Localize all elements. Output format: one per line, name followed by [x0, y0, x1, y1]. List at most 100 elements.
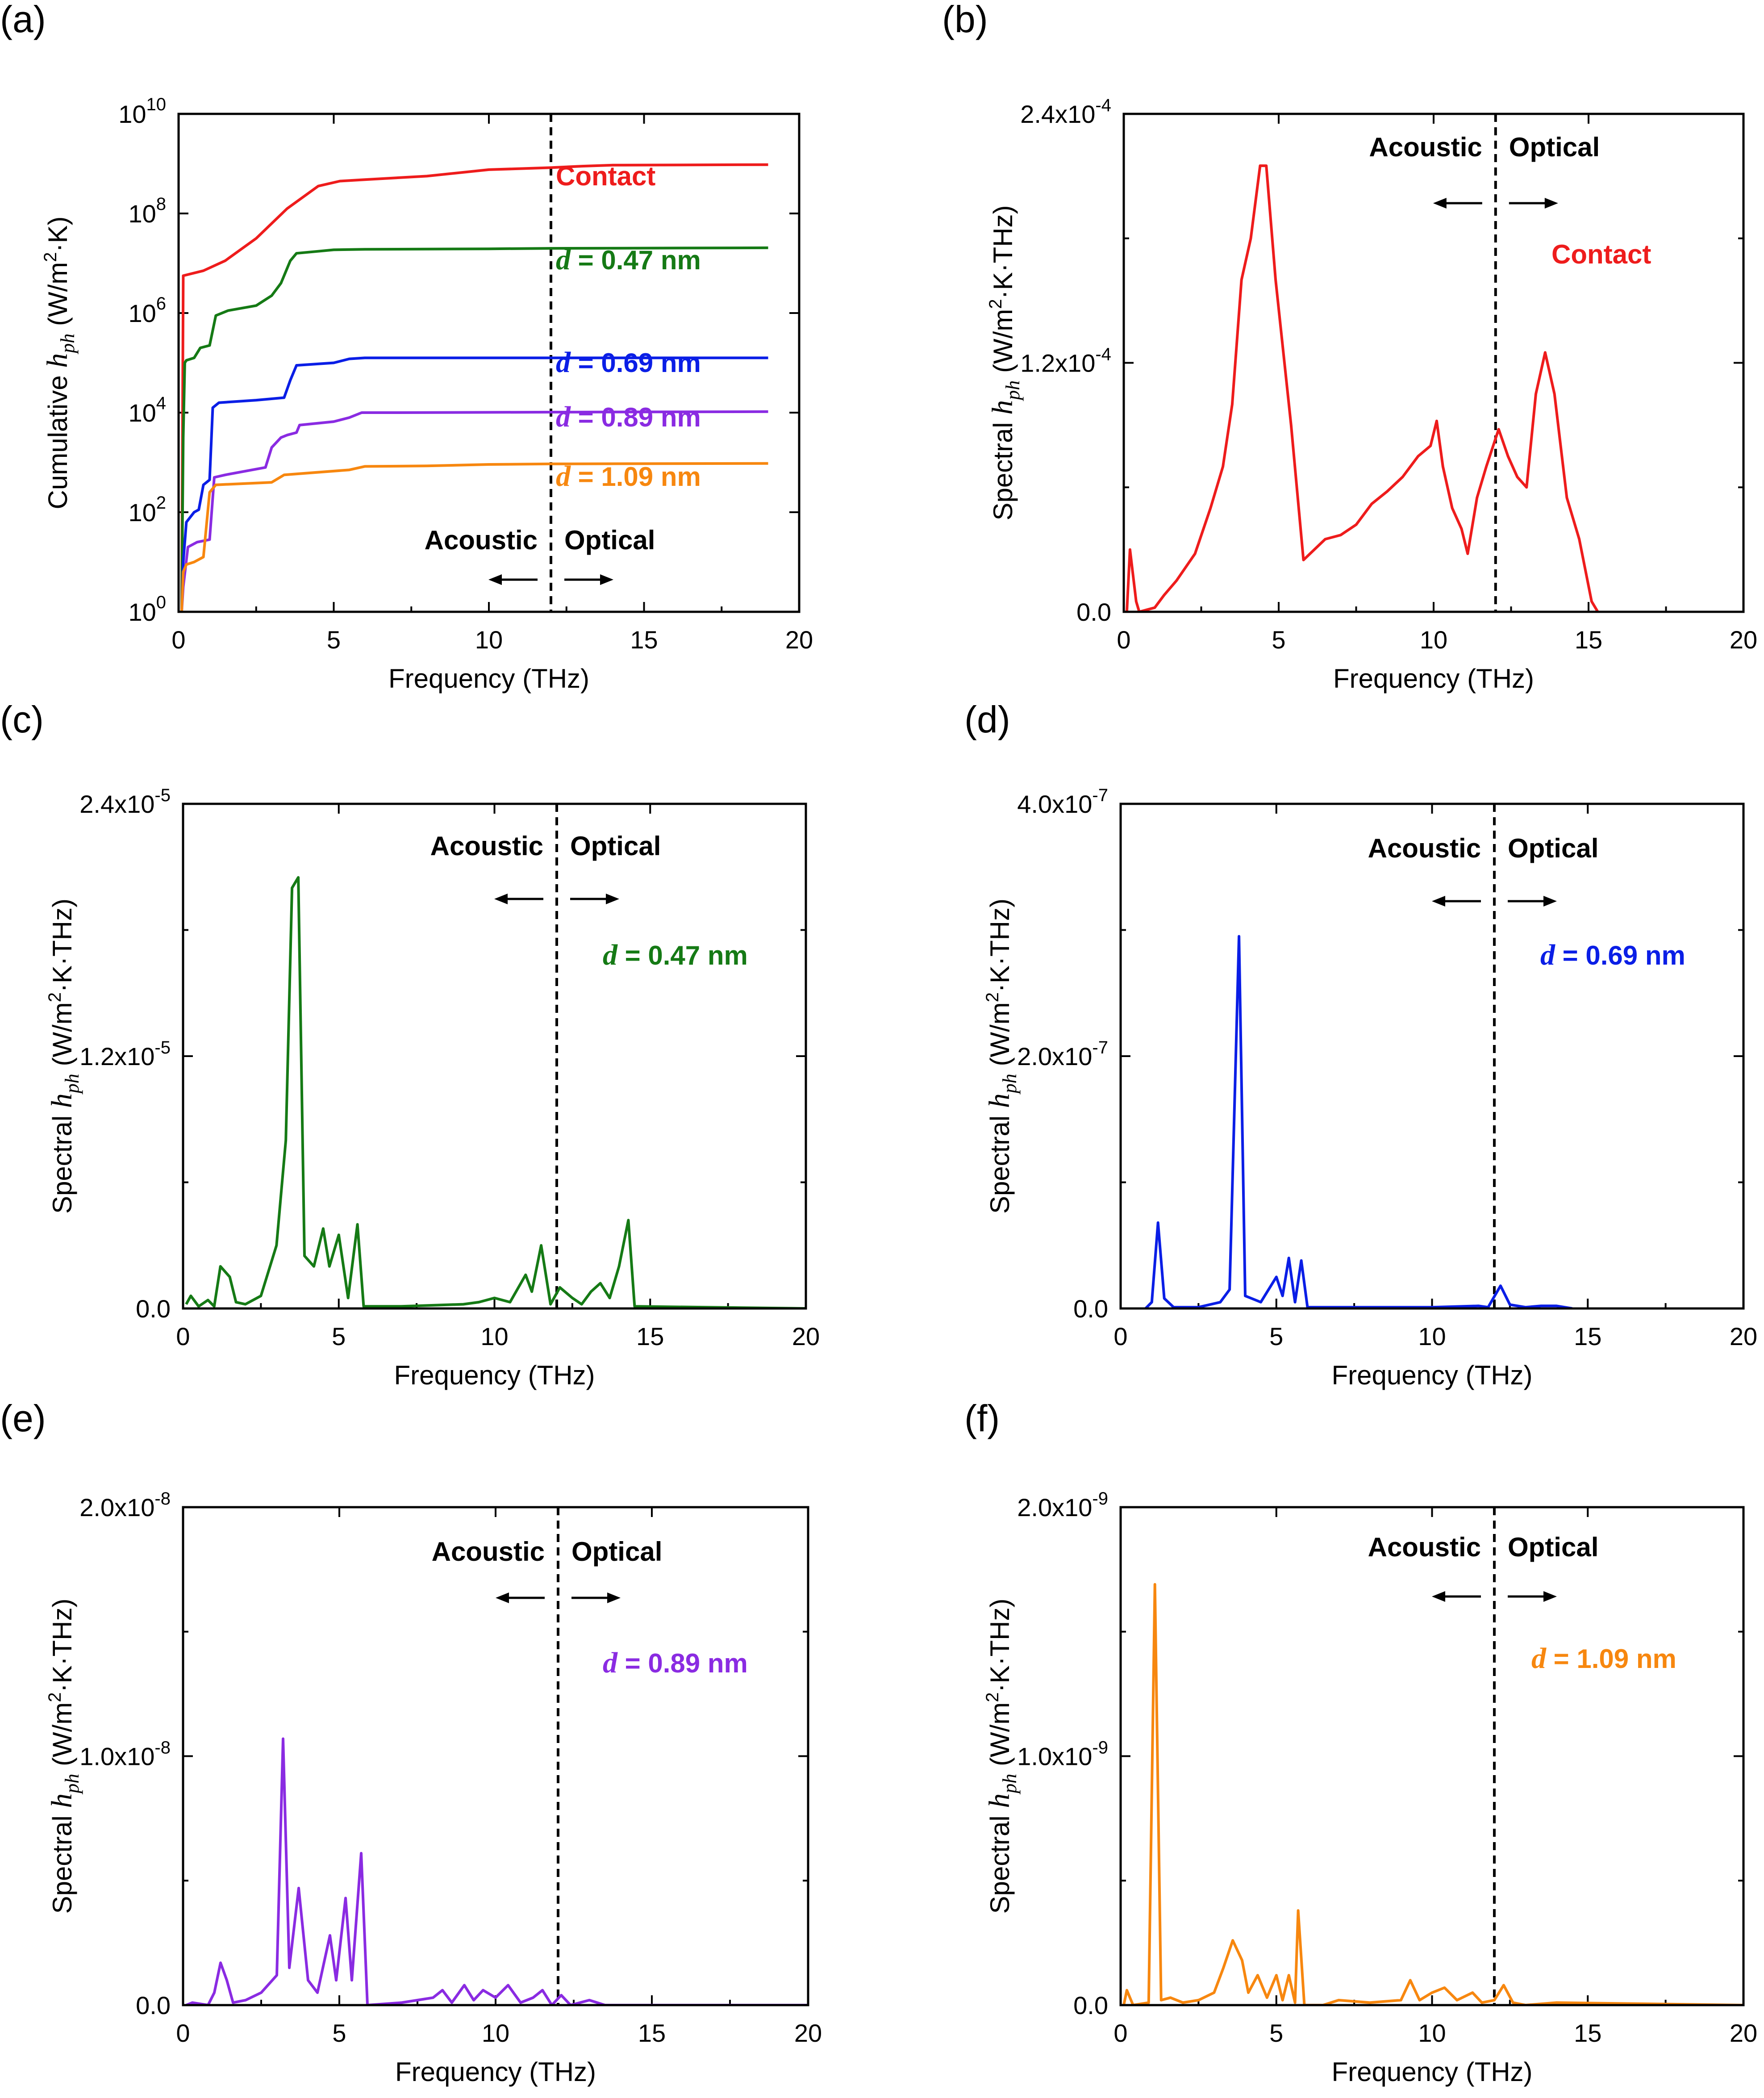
optical-label: Optical	[1509, 132, 1600, 162]
y-tick-mantissa: 2.0x10	[79, 1493, 154, 1521]
series-line	[1144, 935, 1572, 1308]
y-title-text: Spectral	[988, 415, 1018, 521]
y-title-text: Spectral	[47, 1108, 77, 1214]
x-tick-label: 10	[482, 2019, 509, 2047]
y-title-superscript: 2	[41, 252, 60, 262]
acoustic-label: Acoustic	[432, 1537, 545, 1567]
legend-text: = 0.89 nm	[571, 402, 701, 432]
chart-panel: (b)0 5 10 15 200.01.2x10-42.4x10-4Frequency …	[942, 0, 1757, 694]
y-axis-title: Spectral hph (W/m2·K·THz)	[45, 899, 83, 1214]
acoustic-label: Acoustic	[425, 525, 538, 555]
legend-text: Contact	[556, 161, 655, 191]
x-tick-label: 5	[332, 2019, 346, 2047]
panel-label: (f)	[964, 1397, 1000, 1439]
y-tick-base: 10	[128, 299, 156, 327]
panel-label: (b)	[942, 0, 988, 40]
x-tick-label: 5	[1269, 2019, 1283, 2047]
y-axis-title: Spectral hph (W/m2·K·THz)	[986, 205, 1024, 521]
y-tick-label: 2.0x10-9	[1017, 1489, 1108, 1521]
legend-variable: d	[556, 243, 571, 276]
y-tick-label: 2.0x10-7	[1017, 1038, 1108, 1070]
x-tick-label: 15	[638, 2019, 666, 2047]
y-title-superscript: 2	[983, 992, 1002, 1002]
x-tick-label: 10	[1418, 2019, 1446, 2047]
plot-frame	[182, 1506, 809, 2006]
series-legend-label: Contact	[556, 161, 655, 191]
y-title-subscript: ph	[61, 1074, 83, 1095]
y-tick-mantissa: 0.0	[1076, 598, 1111, 626]
y-title-variable: h	[46, 1093, 78, 1108]
acoustic-arrowhead	[488, 574, 502, 585]
y-tick-exponent: 10	[146, 95, 167, 114]
acoustic-label: Acoustic	[430, 831, 543, 861]
x-axis-title: Frequency (THz)	[1331, 2057, 1532, 2087]
x-tick-label: 0	[1113, 2019, 1127, 2047]
x-tick-label: 15	[630, 626, 658, 654]
x-tick-label: 10	[1420, 626, 1447, 654]
y-tick-label: 1.0x10-8	[79, 1738, 171, 1771]
x-tick-label: 20	[792, 1322, 820, 1350]
y-title-superscript: 2	[986, 299, 1005, 309]
chart-panel: (f)0 5 10 15 200.01.0x10-92.0x10-9Frequency …	[964, 1397, 1757, 2087]
acoustic-arrowhead	[1432, 896, 1445, 907]
y-tick-mantissa: 1.0x10	[79, 1743, 154, 1771]
chart-panel: (c)0 5 10 15 200.01.2x10-52.4x10-5Frequency …	[0, 698, 820, 1390]
y-tick-mantissa: 2.0x10	[1017, 1042, 1092, 1070]
optical-label: Optical	[571, 1537, 662, 1567]
series-legend-label: d = 0.89 nm	[603, 1647, 748, 1679]
y-tick-label: 1.2x10-5	[79, 1038, 171, 1070]
y-tick-label: 4.0x10-7	[1017, 786, 1108, 818]
legend-variable: d	[1540, 939, 1555, 971]
x-tick-label: 15	[1575, 626, 1602, 654]
panel-label: (e)	[0, 1397, 46, 1439]
acoustic-arrowhead	[1432, 1591, 1445, 1602]
series-legend-label: d = 0.89 nm	[556, 401, 701, 433]
series-line	[185, 1737, 808, 2005]
y-title-subscript: ph	[999, 1074, 1021, 1095]
y-tick-mantissa: 1.0x10	[1017, 1743, 1092, 1771]
x-tick-label: 5	[332, 1322, 346, 1350]
legend-variable: d	[1531, 1642, 1547, 1675]
optical-arrowhead	[607, 1592, 621, 1603]
y-tick-label: 0.0	[1076, 598, 1111, 626]
y-tick-exponent: 4	[156, 393, 166, 413]
plot-frame	[1122, 113, 1745, 613]
y-title-text: ·K·THz)	[988, 205, 1018, 299]
legend-variable: d	[603, 1647, 618, 1679]
x-tick-label: 20	[1730, 1322, 1757, 1350]
y-tick-label: 1.0x10-9	[1017, 1738, 1108, 1771]
x-tick-label: 20	[1730, 626, 1757, 654]
series-legend-label: d = 1.09 nm	[556, 460, 701, 493]
x-axis-title: Frequency (THz)	[1331, 1360, 1532, 1390]
y-tick-base: 10	[128, 498, 156, 527]
y-tick-mantissa: 0.0	[136, 1991, 171, 2019]
chart-panel: (d)0 5 10 15 200.02.0x10-74.0x10-7Frequency …	[964, 698, 1757, 1390]
x-tick-label: 5	[1272, 626, 1285, 654]
y-tick-label: 0.0	[136, 1991, 171, 2019]
x-tick-label: 10	[1418, 1322, 1446, 1350]
acoustic-label: Acoustic	[1369, 132, 1482, 162]
y-tick-exponent: 2	[156, 493, 166, 513]
y-tick-base: 10	[128, 598, 156, 626]
plot-frame	[1119, 802, 1745, 1310]
y-title-text: (W/m	[988, 309, 1018, 380]
y-tick-exponent: -4	[1095, 345, 1111, 364]
legend-variable: d	[556, 401, 571, 433]
series-legend-label: d = 0.47 nm	[556, 243, 701, 276]
optical-label: Optical	[570, 831, 661, 861]
y-tick-mantissa: 2.4x10	[79, 790, 154, 818]
x-tick-label: 0	[1113, 1322, 1127, 1350]
series-line	[1125, 164, 1599, 612]
y-title-text: ·K·THz)	[47, 899, 77, 992]
x-tick-label: 10	[475, 626, 503, 654]
legend-variable: d	[556, 346, 571, 379]
y-title-text: (W/m	[47, 1002, 77, 1074]
y-tick-label: 106	[128, 294, 166, 327]
plot-frame	[182, 802, 807, 1310]
legend-text: = 0.69 nm	[571, 348, 701, 378]
y-title-text: ·K·THz)	[47, 1599, 77, 1693]
legend-text: = 0.89 nm	[617, 1648, 748, 1678]
x-tick-label: 0	[176, 2019, 190, 2047]
x-axis-title: Frequency (THz)	[394, 1360, 595, 1390]
